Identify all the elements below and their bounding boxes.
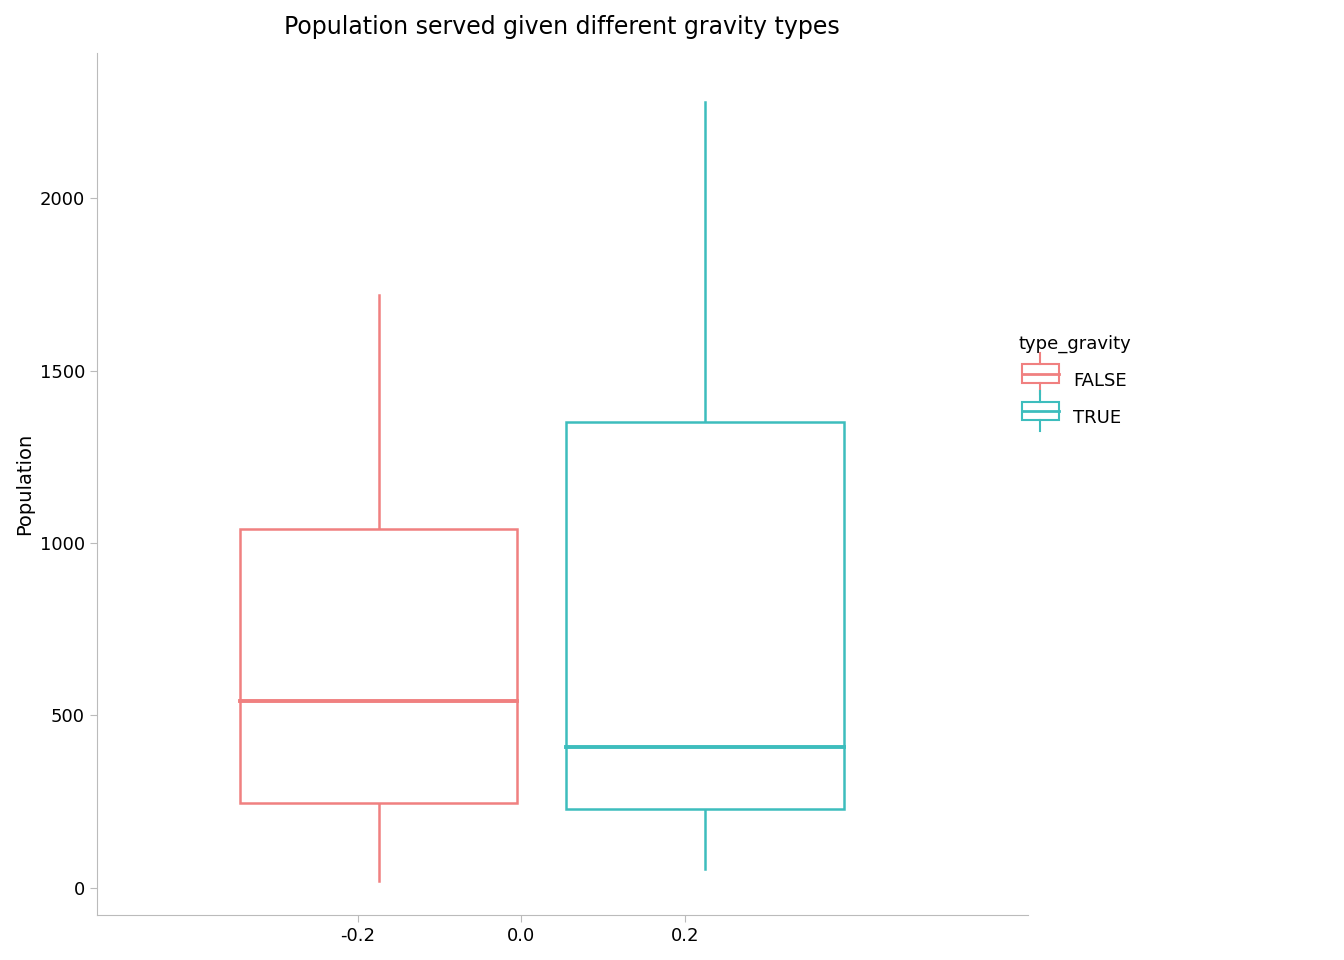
Y-axis label: Population: Population (15, 433, 34, 536)
Legend: FALSE, TRUE: FALSE, TRUE (1009, 325, 1140, 437)
Title: Population served given different gravity types: Population served given different gravit… (285, 15, 840, 39)
Bar (239, 529, 517, 804)
Bar (566, 422, 844, 809)
